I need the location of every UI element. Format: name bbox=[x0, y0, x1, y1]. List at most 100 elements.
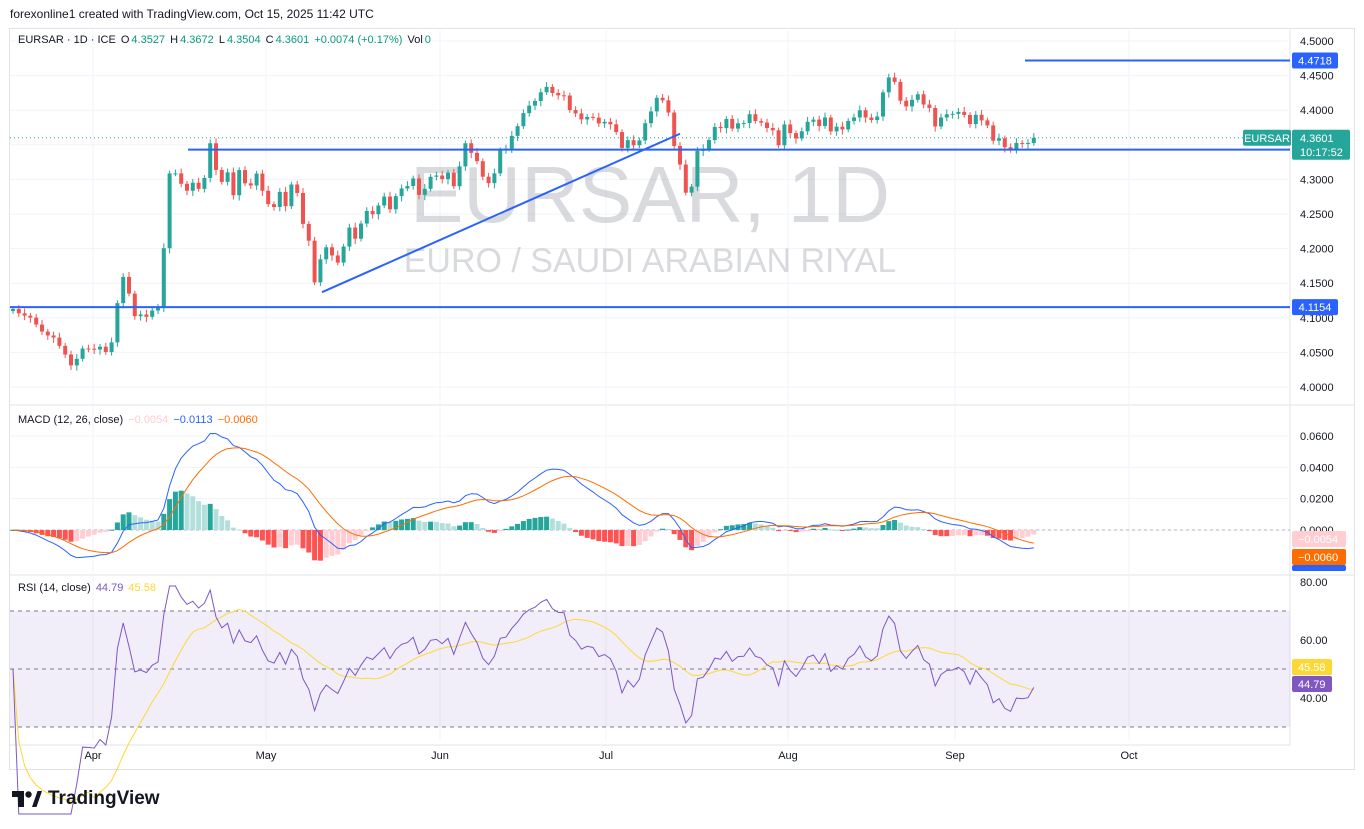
macd-histogram-bar bbox=[259, 530, 265, 541]
candle-body bbox=[538, 92, 543, 101]
macd-histogram-bar bbox=[567, 528, 573, 530]
candle-body bbox=[817, 119, 822, 127]
macd-histogram-bar bbox=[306, 530, 312, 553]
open-value: 4.3527 bbox=[131, 34, 166, 46]
candle-body bbox=[283, 191, 288, 207]
macd-histogram-bar bbox=[689, 530, 695, 551]
level-tag-label: 4.4718 bbox=[1298, 56, 1332, 68]
macd-histogram-bar bbox=[207, 503, 213, 530]
candle-body bbox=[562, 95, 566, 97]
candle-body bbox=[973, 114, 978, 125]
macd-histogram-bar bbox=[805, 530, 811, 531]
candle-body bbox=[933, 107, 938, 127]
rsi-tick-label: 40.00 bbox=[1300, 693, 1328, 705]
macd-histogram-bar bbox=[636, 530, 642, 545]
macd-histogram-bar bbox=[184, 493, 190, 530]
macd-histogram-bar bbox=[990, 530, 996, 538]
candle-body bbox=[1008, 147, 1013, 150]
candle-body bbox=[132, 293, 137, 317]
tradingview-logo[interactable]: TradingView bbox=[12, 788, 160, 810]
macd-line bbox=[12, 432, 1034, 559]
candle-body bbox=[672, 112, 677, 146]
candle-body bbox=[939, 117, 943, 127]
candle-body bbox=[86, 348, 91, 350]
macd-signal-value: −0.0060 bbox=[217, 414, 258, 426]
macd-histogram-bar bbox=[91, 530, 97, 535]
candle-body bbox=[567, 95, 572, 111]
macd-histogram-bar bbox=[138, 517, 144, 530]
candle-body bbox=[654, 97, 659, 112]
macd-histogram-bar bbox=[776, 530, 782, 532]
macd-histogram-bar bbox=[1019, 530, 1025, 539]
candle-body bbox=[306, 223, 311, 241]
candle-body bbox=[573, 110, 578, 114]
candle-body bbox=[11, 308, 15, 312]
chart-frame bbox=[9, 28, 1355, 770]
macd-histogram-bar bbox=[654, 530, 660, 532]
macd-histogram-bar bbox=[335, 530, 341, 555]
candle-body bbox=[260, 173, 265, 191]
macd-histogram-bar bbox=[109, 529, 115, 531]
candle-body bbox=[788, 124, 793, 134]
macd-histogram-bar bbox=[578, 530, 584, 536]
candle-body bbox=[16, 308, 21, 314]
macd-histogram-bar bbox=[68, 530, 74, 542]
candle-body bbox=[724, 118, 729, 129]
candle-body bbox=[666, 100, 671, 113]
candle-body bbox=[185, 183, 189, 191]
candle-body bbox=[805, 121, 810, 132]
macd-histogram-bar bbox=[549, 518, 555, 530]
candle-body bbox=[591, 116, 595, 118]
macd-tick-label: 0.0600 bbox=[1300, 431, 1334, 443]
macd-histogram-bar bbox=[329, 530, 335, 556]
macd-histogram-bar bbox=[132, 515, 138, 530]
macd-histogram-bar bbox=[265, 530, 271, 545]
candle-body bbox=[173, 173, 178, 175]
macd-histogram-bar bbox=[62, 530, 68, 540]
macd-histogram-bar bbox=[520, 521, 526, 530]
candle-body bbox=[422, 188, 427, 195]
macd-histogram-bar bbox=[433, 521, 439, 530]
macd-histogram-bar bbox=[561, 523, 567, 530]
candle-body bbox=[730, 118, 735, 129]
candle-body bbox=[167, 173, 172, 249]
candle-body bbox=[544, 86, 549, 93]
rsi-value: 44.79 bbox=[95, 582, 124, 594]
candle-body bbox=[301, 192, 305, 224]
rsi-ma-line bbox=[12, 608, 1034, 802]
candle-body bbox=[614, 124, 619, 133]
macd-legend: MACD (12, 26, close) −0.0054 −0.0113 −0.… bbox=[18, 414, 260, 426]
candle-body bbox=[608, 121, 613, 125]
macd-tag-macd bbox=[1292, 565, 1346, 571]
candle-body bbox=[997, 138, 1001, 141]
candle-body bbox=[115, 303, 120, 343]
macd-histogram-bar bbox=[839, 530, 845, 531]
macd-histogram-bar bbox=[416, 520, 422, 530]
candle-body bbox=[689, 186, 694, 193]
price-tick-label: 4.3000 bbox=[1300, 174, 1334, 186]
macd-tag-hist bbox=[1292, 531, 1346, 547]
macd-histogram-bar bbox=[683, 530, 689, 548]
candle-body bbox=[138, 314, 143, 317]
candle-body bbox=[144, 314, 149, 317]
macd-histogram-bar bbox=[1002, 530, 1008, 540]
candle-body bbox=[521, 113, 526, 127]
candle-body bbox=[962, 111, 967, 115]
candle-body bbox=[272, 204, 276, 208]
candle-body bbox=[782, 124, 787, 146]
candle-body bbox=[370, 211, 375, 215]
candle-body bbox=[892, 77, 897, 82]
macd-histogram-bar bbox=[660, 528, 666, 530]
chart-credit: forexonline1 created with TradingView.co… bbox=[10, 7, 374, 21]
macd-histogram-bar bbox=[729, 525, 735, 530]
macd-histogram-bar bbox=[126, 512, 132, 530]
macd-histogram-bar bbox=[596, 530, 602, 542]
candle-body bbox=[324, 247, 329, 260]
macd-histogram-bar bbox=[892, 519, 898, 530]
candle-body bbox=[823, 117, 827, 127]
macd-histogram-bar bbox=[642, 530, 648, 542]
macd-tag-label-hist: −0.0054 bbox=[1298, 534, 1338, 546]
candle-body bbox=[625, 140, 630, 148]
candle-body bbox=[214, 143, 218, 170]
